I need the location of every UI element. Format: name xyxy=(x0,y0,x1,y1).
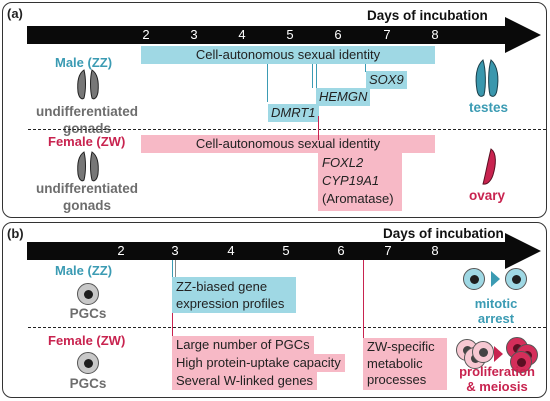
pgc-cell-icon xyxy=(77,283,99,305)
female-item-1: Large number of PGCs xyxy=(172,336,314,354)
arrest-line: arrest xyxy=(477,311,515,326)
tick-a-3: 3 xyxy=(190,27,198,42)
gonad-icon xyxy=(77,69,99,100)
tick-b-8: 8 xyxy=(431,243,439,258)
gene-dmrt1: DMRT1 xyxy=(268,104,319,122)
zz-biased-line1: ZZ-biased gene xyxy=(176,279,268,294)
ovary-label: ovary xyxy=(469,188,506,203)
female-label-b: Female (ZW) xyxy=(48,333,126,348)
arrow-right-icon xyxy=(491,271,500,287)
tick-a-4: 4 xyxy=(238,27,246,42)
zw-specific-box: ZW-specific metabolic processes xyxy=(363,338,447,390)
zw-line3: processes xyxy=(367,372,427,387)
female-identity-label: Cell-autonomous sexual identity xyxy=(195,136,381,151)
proliferation-line: proliferation xyxy=(459,364,535,379)
tick-a-6: 6 xyxy=(334,27,342,42)
testes-label: testes xyxy=(469,100,509,115)
axis-title-b: Days of incubation xyxy=(383,226,504,241)
sox9-line xyxy=(365,64,367,72)
female-item-2: High protein-uptake capacity xyxy=(172,354,345,372)
gene-cyp19a1: CYP19A1 xyxy=(322,173,380,188)
tick-a-2: 2 xyxy=(142,27,150,42)
male-label-b: Male (ZZ) xyxy=(55,263,113,278)
tick-b-2: 2 xyxy=(117,243,125,258)
female-b-line xyxy=(172,313,174,337)
hemgn-line-2 xyxy=(316,64,318,88)
panel-b-label: (b) xyxy=(7,226,24,241)
tick-a-7: 7 xyxy=(383,27,391,42)
mitotic-arrest-label: mitotic arrest xyxy=(462,296,530,326)
gene-hemgn: HEMGN xyxy=(316,88,371,106)
pgc-cell-icon xyxy=(510,351,532,373)
tick-b-5: 5 xyxy=(282,243,290,258)
male-b-line xyxy=(172,260,174,278)
timeline-arrow-a xyxy=(27,26,507,44)
pgc-cell-icon xyxy=(505,268,527,290)
arrow-right-icon xyxy=(494,346,503,362)
male-identity-label: Cell-autonomous sexual identity xyxy=(195,47,381,62)
pgc-cell-icon xyxy=(463,268,485,290)
divider-b xyxy=(28,327,546,328)
pgc-cell-icon xyxy=(77,352,99,374)
tick-a-5: 5 xyxy=(286,27,294,42)
testis-icon xyxy=(475,59,499,97)
hemgn-line xyxy=(312,64,314,88)
pgc-cell-icon xyxy=(472,341,494,363)
timeline-arrowhead-b xyxy=(505,233,541,269)
timeline-arrow-b xyxy=(27,242,507,260)
axis-title-a: Days of incubation xyxy=(367,8,488,23)
zw-specific-line xyxy=(363,260,365,338)
tick-a-8: 8 xyxy=(431,27,439,42)
female-item-3: Several W-linked genes xyxy=(172,372,318,390)
panel-a-label: (a) xyxy=(7,6,23,21)
zz-biased-line2: expression profiles xyxy=(176,296,285,311)
dmrt1-line xyxy=(267,64,269,102)
ovary-icon xyxy=(482,148,496,185)
zw-line2: metabolic xyxy=(367,355,423,371)
mitotic-line: mitotic xyxy=(474,296,518,311)
pgc-label-male: PGCs xyxy=(69,306,107,321)
timeline-arrowhead-a xyxy=(505,17,541,53)
gonad-icon xyxy=(77,151,99,182)
tick-b-3: 3 xyxy=(171,243,179,258)
gene-aromatase: (Aromatase) xyxy=(322,191,394,206)
tick-b-4: 4 xyxy=(227,243,235,258)
gene-sox9: SOX9 xyxy=(366,71,407,89)
male-label-a: Male (ZZ) xyxy=(55,55,113,70)
female-label-a: Female (ZW) xyxy=(48,134,126,149)
zz-biased-box: ZZ-biased gene expression profiles xyxy=(172,277,296,313)
male-b-line-2 xyxy=(175,260,177,278)
female-gene-line xyxy=(318,116,320,140)
pgc-label-female: PGCs xyxy=(69,376,107,391)
tick-b-6: 6 xyxy=(337,243,345,258)
meiosis-line: & meiosis xyxy=(466,379,528,394)
proliferation-label: proliferation & meiosis xyxy=(448,364,546,394)
female-identity-bar: Cell-autonomous sexual identity xyxy=(141,135,435,153)
female-genes-box: FOXL2 CYP19A1 (Aromatase) xyxy=(318,153,402,211)
male-identity-bar: Cell-autonomous sexual identity xyxy=(141,46,435,64)
divider-a xyxy=(28,129,546,130)
tick-b-7: 7 xyxy=(384,243,392,258)
gene-foxl2: FOXL2 xyxy=(322,155,364,170)
zw-line1: ZW-specific xyxy=(367,339,435,354)
gonad-label-male: undifferentiated gonads xyxy=(35,104,138,136)
gonad-label-female: undifferentiated gonads xyxy=(35,181,138,213)
